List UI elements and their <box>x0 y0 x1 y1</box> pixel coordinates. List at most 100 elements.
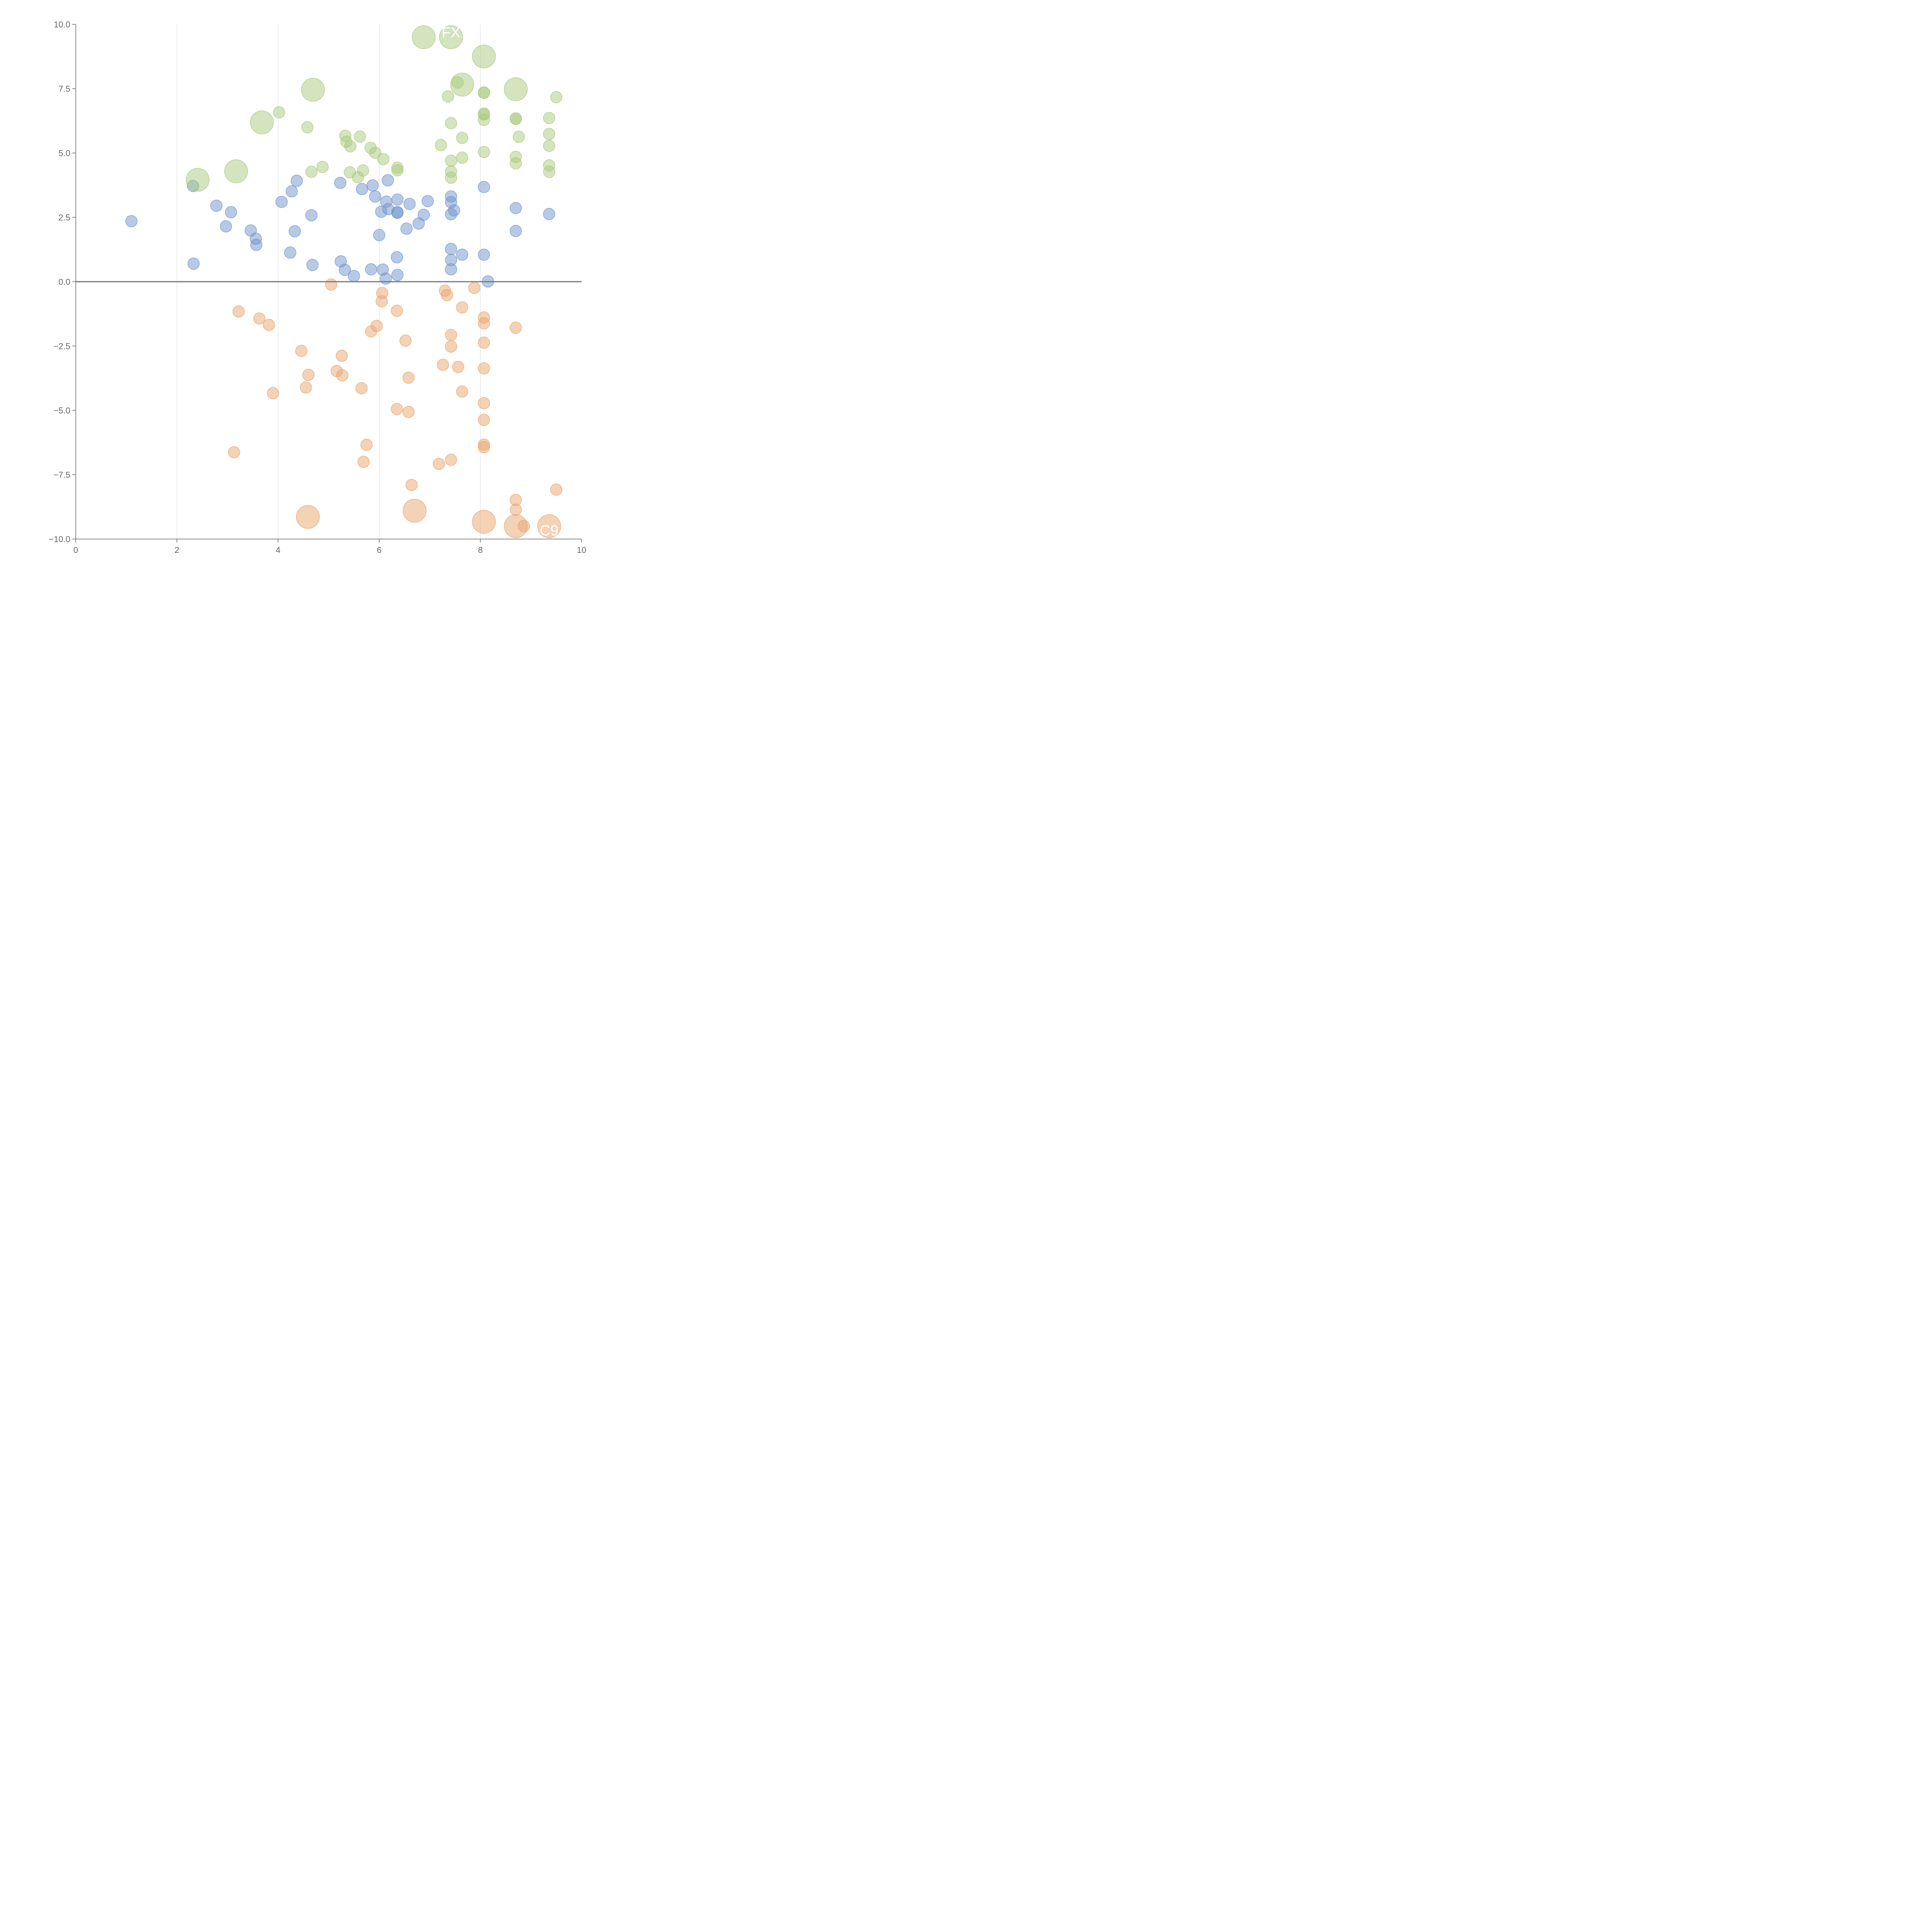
data-point <box>445 340 457 353</box>
data-point <box>373 229 386 242</box>
data-point <box>348 270 360 282</box>
data-point <box>286 185 298 197</box>
data-point <box>456 301 468 314</box>
data-point <box>512 131 525 143</box>
data-point <box>456 385 468 398</box>
data-point <box>441 289 453 301</box>
data-point <box>224 159 248 184</box>
x-tick-label: 6 <box>377 545 381 555</box>
data-point <box>550 91 563 104</box>
data-point <box>291 175 303 187</box>
point-label: C9 <box>540 523 559 539</box>
data-point <box>379 272 392 285</box>
data-point <box>301 121 314 134</box>
data-point <box>456 248 468 261</box>
data-point <box>504 77 528 101</box>
data-point <box>355 382 368 395</box>
data-point <box>478 181 490 193</box>
data-point <box>478 317 490 330</box>
data-point <box>306 259 319 271</box>
x-tick-label: 4 <box>276 545 280 555</box>
data-point <box>220 220 232 233</box>
data-point <box>391 206 404 219</box>
data-point <box>510 112 522 125</box>
data-point <box>185 168 210 192</box>
y-tick-label: 10.0 <box>54 20 70 29</box>
data-point <box>369 146 381 159</box>
data-point <box>316 161 329 173</box>
point-annotations: FX C9 <box>442 25 559 539</box>
data-point <box>391 164 404 177</box>
data-point <box>296 505 320 529</box>
data-point <box>478 397 490 410</box>
data-point <box>402 371 415 384</box>
data-point <box>232 305 245 318</box>
y-tick-label: −7.5 <box>54 470 70 480</box>
data-point <box>510 202 522 214</box>
data-point <box>417 209 430 221</box>
data-point <box>437 359 449 371</box>
data-point <box>478 413 490 426</box>
data-point <box>354 130 366 143</box>
data-point <box>478 114 490 126</box>
data-point <box>250 239 263 251</box>
y-tick-label: 5.0 <box>58 148 70 158</box>
data-point <box>468 282 481 294</box>
y-tick-label: 2.5 <box>58 213 70 223</box>
data-point <box>295 345 308 357</box>
data-point <box>448 204 460 217</box>
data-point <box>376 287 389 299</box>
data-point <box>456 151 468 164</box>
data-point <box>412 25 436 49</box>
data-point <box>450 73 474 97</box>
data-point <box>445 454 457 466</box>
data-point <box>391 304 403 317</box>
data-point <box>228 446 240 459</box>
data-point <box>301 78 325 102</box>
data-point <box>267 387 279 400</box>
data-point <box>400 223 413 235</box>
data-point <box>445 329 457 341</box>
data-point <box>452 361 464 373</box>
data-point <box>344 140 357 153</box>
data-point <box>276 196 288 208</box>
scatter-chart: FX C9 10.0 7.5 5.0 2.5 0.0 −2.5 −5.0 −7.5 −10.00 2… <box>49 20 586 555</box>
data-point <box>510 503 522 516</box>
y-tick-label: 7.5 <box>58 84 70 94</box>
data-point <box>543 112 555 124</box>
data-point <box>357 164 369 177</box>
data-point <box>537 514 561 538</box>
x-tick-label: 0 <box>73 545 78 555</box>
data-point <box>442 90 454 103</box>
data-point <box>356 183 368 195</box>
data-point <box>273 106 285 119</box>
data-point <box>472 510 496 534</box>
x-tick-label: 2 <box>175 545 179 555</box>
data-points <box>125 25 563 538</box>
data-point <box>381 174 394 187</box>
data-point <box>445 155 457 167</box>
data-point <box>445 243 457 255</box>
data-point <box>550 483 563 496</box>
data-point <box>543 165 555 178</box>
data-point <box>335 350 348 362</box>
data-point <box>391 269 404 281</box>
data-point <box>439 25 463 49</box>
axis-ticks: 10.0 7.5 5.0 2.5 0.0 −2.5 −5.0 −7.5 −10.00 2 4 6 8 10 <box>49 20 586 555</box>
data-point <box>302 369 315 381</box>
y-tick-label: 0.0 <box>58 277 70 287</box>
data-point <box>289 225 301 238</box>
data-point <box>403 198 416 210</box>
data-point <box>225 206 237 218</box>
data-point <box>371 320 383 332</box>
data-point <box>433 457 445 470</box>
data-point <box>510 225 522 237</box>
data-point <box>405 479 418 491</box>
data-point <box>334 177 347 189</box>
data-point <box>210 199 223 212</box>
data-point <box>399 334 412 347</box>
data-point <box>478 248 490 261</box>
data-point <box>391 193 404 206</box>
data-point <box>253 312 265 325</box>
x-tick-label: 10 <box>577 545 586 555</box>
